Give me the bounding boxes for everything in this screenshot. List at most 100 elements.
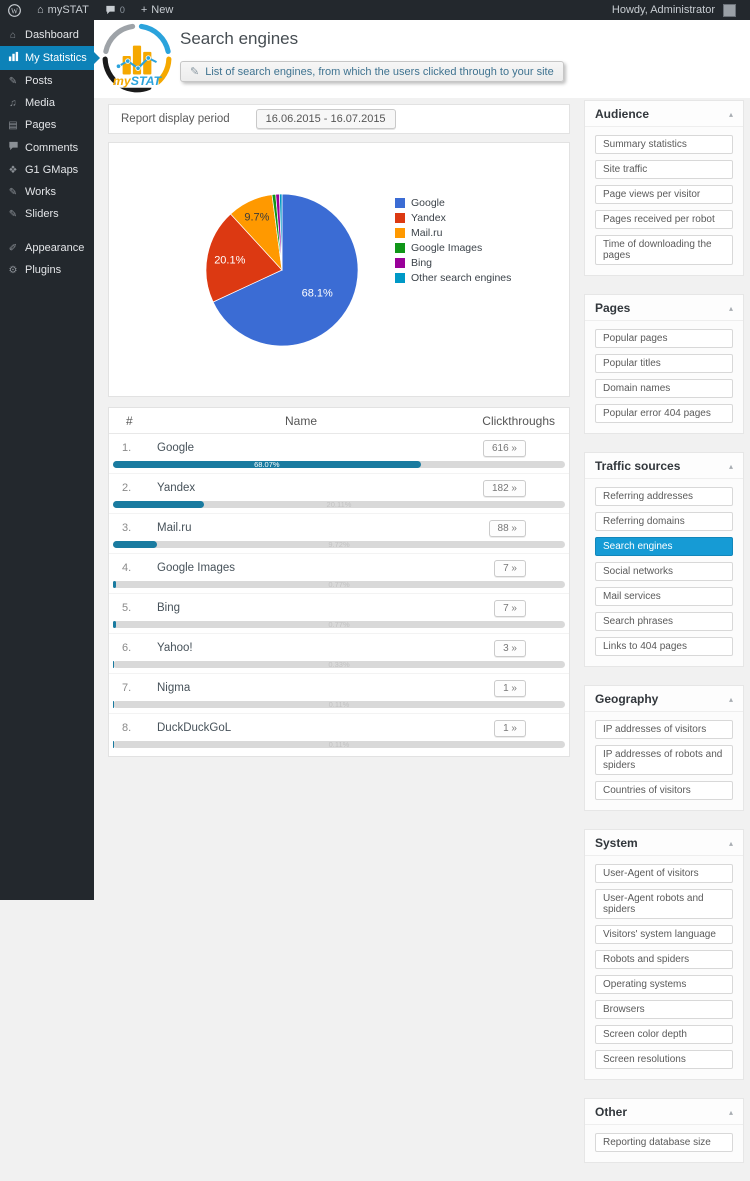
report-link-search-phrases[interactable]: Search phrases (595, 612, 733, 631)
sidebar-item-appearance[interactable]: ✐Appearance (0, 237, 94, 259)
report-link-pages-received-per-robot[interactable]: Pages received per robot (595, 210, 733, 229)
section-header[interactable]: Traffic sources ▴ (585, 453, 743, 479)
clickthroughs-button[interactable]: 182 » (483, 480, 526, 497)
section-header[interactable]: Other▴ (585, 1099, 743, 1125)
row-name: Bing (157, 602, 494, 614)
section-items: Referring addresses Referring domains Sear… (585, 479, 743, 666)
admin-bar-site[interactable]: ⌂ mySTAT (29, 0, 97, 20)
collapse-icon[interactable]: ▴ (729, 839, 733, 848)
report-link-operating-systems[interactable]: Operating systems (595, 975, 733, 994)
note-icon: ✎ (190, 65, 199, 78)
report-link-popular-pages[interactable]: Popular pages (595, 329, 733, 348)
report-link-screen-color-depth[interactable]: Screen color depth (595, 1025, 733, 1044)
report-link-browsers[interactable]: Browsers (595, 1000, 733, 1019)
section-header[interactable]: Audience▴ (585, 101, 743, 127)
collapse-icon[interactable]: ▴ (729, 304, 733, 313)
sidebar-item-my-statistics[interactable]: My Statistics (0, 46, 94, 70)
pie-slice-label: 9.7% (244, 211, 269, 223)
sidebar-item-pages[interactable]: ▤Pages (0, 114, 94, 136)
report-link-links-to-404-pages[interactable]: Links to 404 pages (595, 637, 733, 656)
wp-logo[interactable]: W (0, 0, 29, 20)
home-icon: ⌂ (37, 4, 44, 16)
sidebar-item-media[interactable]: ♫Media (0, 92, 94, 114)
row-line: 3. Mail.ru 88 » (113, 517, 565, 539)
collapse-icon[interactable]: ▴ (729, 695, 733, 704)
section-items: Popular pages Popular titles Domain names P… (585, 321, 743, 433)
clickthroughs-button[interactable]: 7 » (494, 600, 526, 617)
clickthroughs-button[interactable]: 1 » (494, 680, 526, 697)
sidebar-item-label: Sliders (25, 208, 59, 220)
report-link-summary-statistics[interactable]: Summary statistics (595, 135, 733, 154)
collapse-icon[interactable]: ▴ (729, 1108, 733, 1117)
report-link-ip-addresses-of-robots-and-spiders[interactable]: IP addresses of robots and spiders (595, 745, 733, 775)
report-link-page-views-per-visitor[interactable]: Page views per visitor (595, 185, 733, 204)
admin-bar-new[interactable]: + New (133, 0, 181, 20)
legend-label: Google (411, 197, 445, 209)
report-link-robots-and-spiders[interactable]: Robots and spiders (595, 950, 733, 969)
percent-bar-fill (113, 501, 204, 508)
report-link-user-agent-of-visitors[interactable]: User-Agent of visitors (595, 864, 733, 883)
bar-chart-icon (7, 51, 19, 65)
report-link-popular-titles[interactable]: Popular titles (595, 354, 733, 373)
clickthroughs-button[interactable]: 88 » (489, 520, 526, 537)
report-link-site-traffic[interactable]: Site traffic (595, 160, 733, 179)
sidebar-item-g1-gmaps[interactable]: ❖G1 GMaps (0, 159, 94, 181)
avatar (723, 4, 736, 17)
collapse-icon[interactable]: ▴ (729, 110, 733, 119)
report-link-reporting-database-size[interactable]: Reporting database size (595, 1133, 733, 1152)
clickthroughs-button[interactable]: 1 » (494, 720, 526, 737)
search-engines-table: # Name Clickthroughs 1. Google 616 » 68.… (108, 407, 570, 757)
legend-item: Yandex (395, 212, 511, 224)
clickthroughs-button[interactable]: 7 » (494, 560, 526, 577)
admin-bar-comments[interactable]: 0 (97, 0, 133, 20)
sidebar-item-label: G1 GMaps (25, 164, 78, 176)
report-main: Report display period 16.06.2015 - 16.07… (108, 104, 570, 757)
percent-bar-track: 68.07% (113, 461, 565, 468)
date-range-button[interactable]: 16.06.2015 - 16.07.2015 (256, 109, 396, 129)
report-link-search-engines[interactable]: Search engines (595, 537, 733, 556)
section-header[interactable]: System▴ (585, 830, 743, 856)
report-link-referring-addresses[interactable]: Referring addresses (595, 487, 733, 506)
percent-bar-track: 0.77% (113, 581, 565, 588)
report-link-social-networks[interactable]: Social networks (595, 562, 733, 581)
sidebar-item-label: Appearance (25, 242, 84, 254)
clickthroughs-button[interactable]: 3 » (494, 640, 526, 657)
sidebar-item-sliders[interactable]: ✎ Sliders (0, 203, 94, 225)
report-link-popular-error-404-pages[interactable]: Popular error 404 pages (595, 404, 733, 423)
sidebar-item-comments[interactable]: Comments (0, 136, 94, 159)
sidebar-item-dashboard[interactable]: ⌂Dashboard (0, 24, 94, 46)
site-name: mySTAT (48, 4, 89, 16)
report-link-time-of-downloading-the-pages[interactable]: Time of downloading the pages (595, 235, 733, 265)
section-header[interactable]: Geography▴ (585, 686, 743, 712)
report-link-user-agent-robots-and-spiders[interactable]: User-Agent robots and spiders (595, 889, 733, 919)
report-link-mail-services[interactable]: Mail services (595, 587, 733, 606)
section-header[interactable]: Pages▴ (585, 295, 743, 321)
sidebar-item-plugins[interactable]: ⚙Plugins (0, 259, 94, 281)
section-title: Traffic sources (595, 459, 680, 473)
row-line: 2. Yandex 182 » (113, 477, 565, 499)
section-items: User-Agent of visitors User-Agent robots … (585, 856, 743, 1079)
report-link-screen-resolutions[interactable]: Screen resolutions (595, 1050, 733, 1069)
percent-bar-track: 0.11% (113, 741, 565, 748)
clickthroughs-button[interactable]: 616 » (483, 440, 526, 457)
row-rank: 4. (122, 562, 157, 574)
row-rank: 8. (122, 722, 157, 734)
sidebar-item-label: Comments (25, 142, 78, 154)
pushpin-icon: ✎ (7, 209, 19, 220)
collapse-icon[interactable]: ▴ (729, 462, 733, 471)
report-description-button[interactable]: ✎ List of search engines, from which the… (180, 61, 564, 82)
row-line: 5. Bing 7 » (113, 597, 565, 619)
admin-bar-account[interactable]: Howdy, Administrator (604, 0, 750, 20)
legend-item: Other search engines (395, 272, 511, 284)
legend-label: Google Images (411, 242, 482, 254)
column-rank: # (109, 414, 153, 428)
report-link-countries-of-visitors[interactable]: Countries of visitors (595, 781, 733, 800)
sidebar-item-works[interactable]: ✎Works (0, 181, 94, 203)
mystat-logo: mySTAT (100, 23, 174, 93)
sidebar-item-posts[interactable]: ✎Posts (0, 70, 94, 92)
report-link-visitors-system-language[interactable]: Visitors' system language (595, 925, 733, 944)
report-period-panel: Report display period 16.06.2015 - 16.07… (108, 104, 570, 134)
report-link-ip-addresses-of-visitors[interactable]: IP addresses of visitors (595, 720, 733, 739)
report-link-referring-domains[interactable]: Referring domains (595, 512, 733, 531)
report-link-domain-names[interactable]: Domain names (595, 379, 733, 398)
